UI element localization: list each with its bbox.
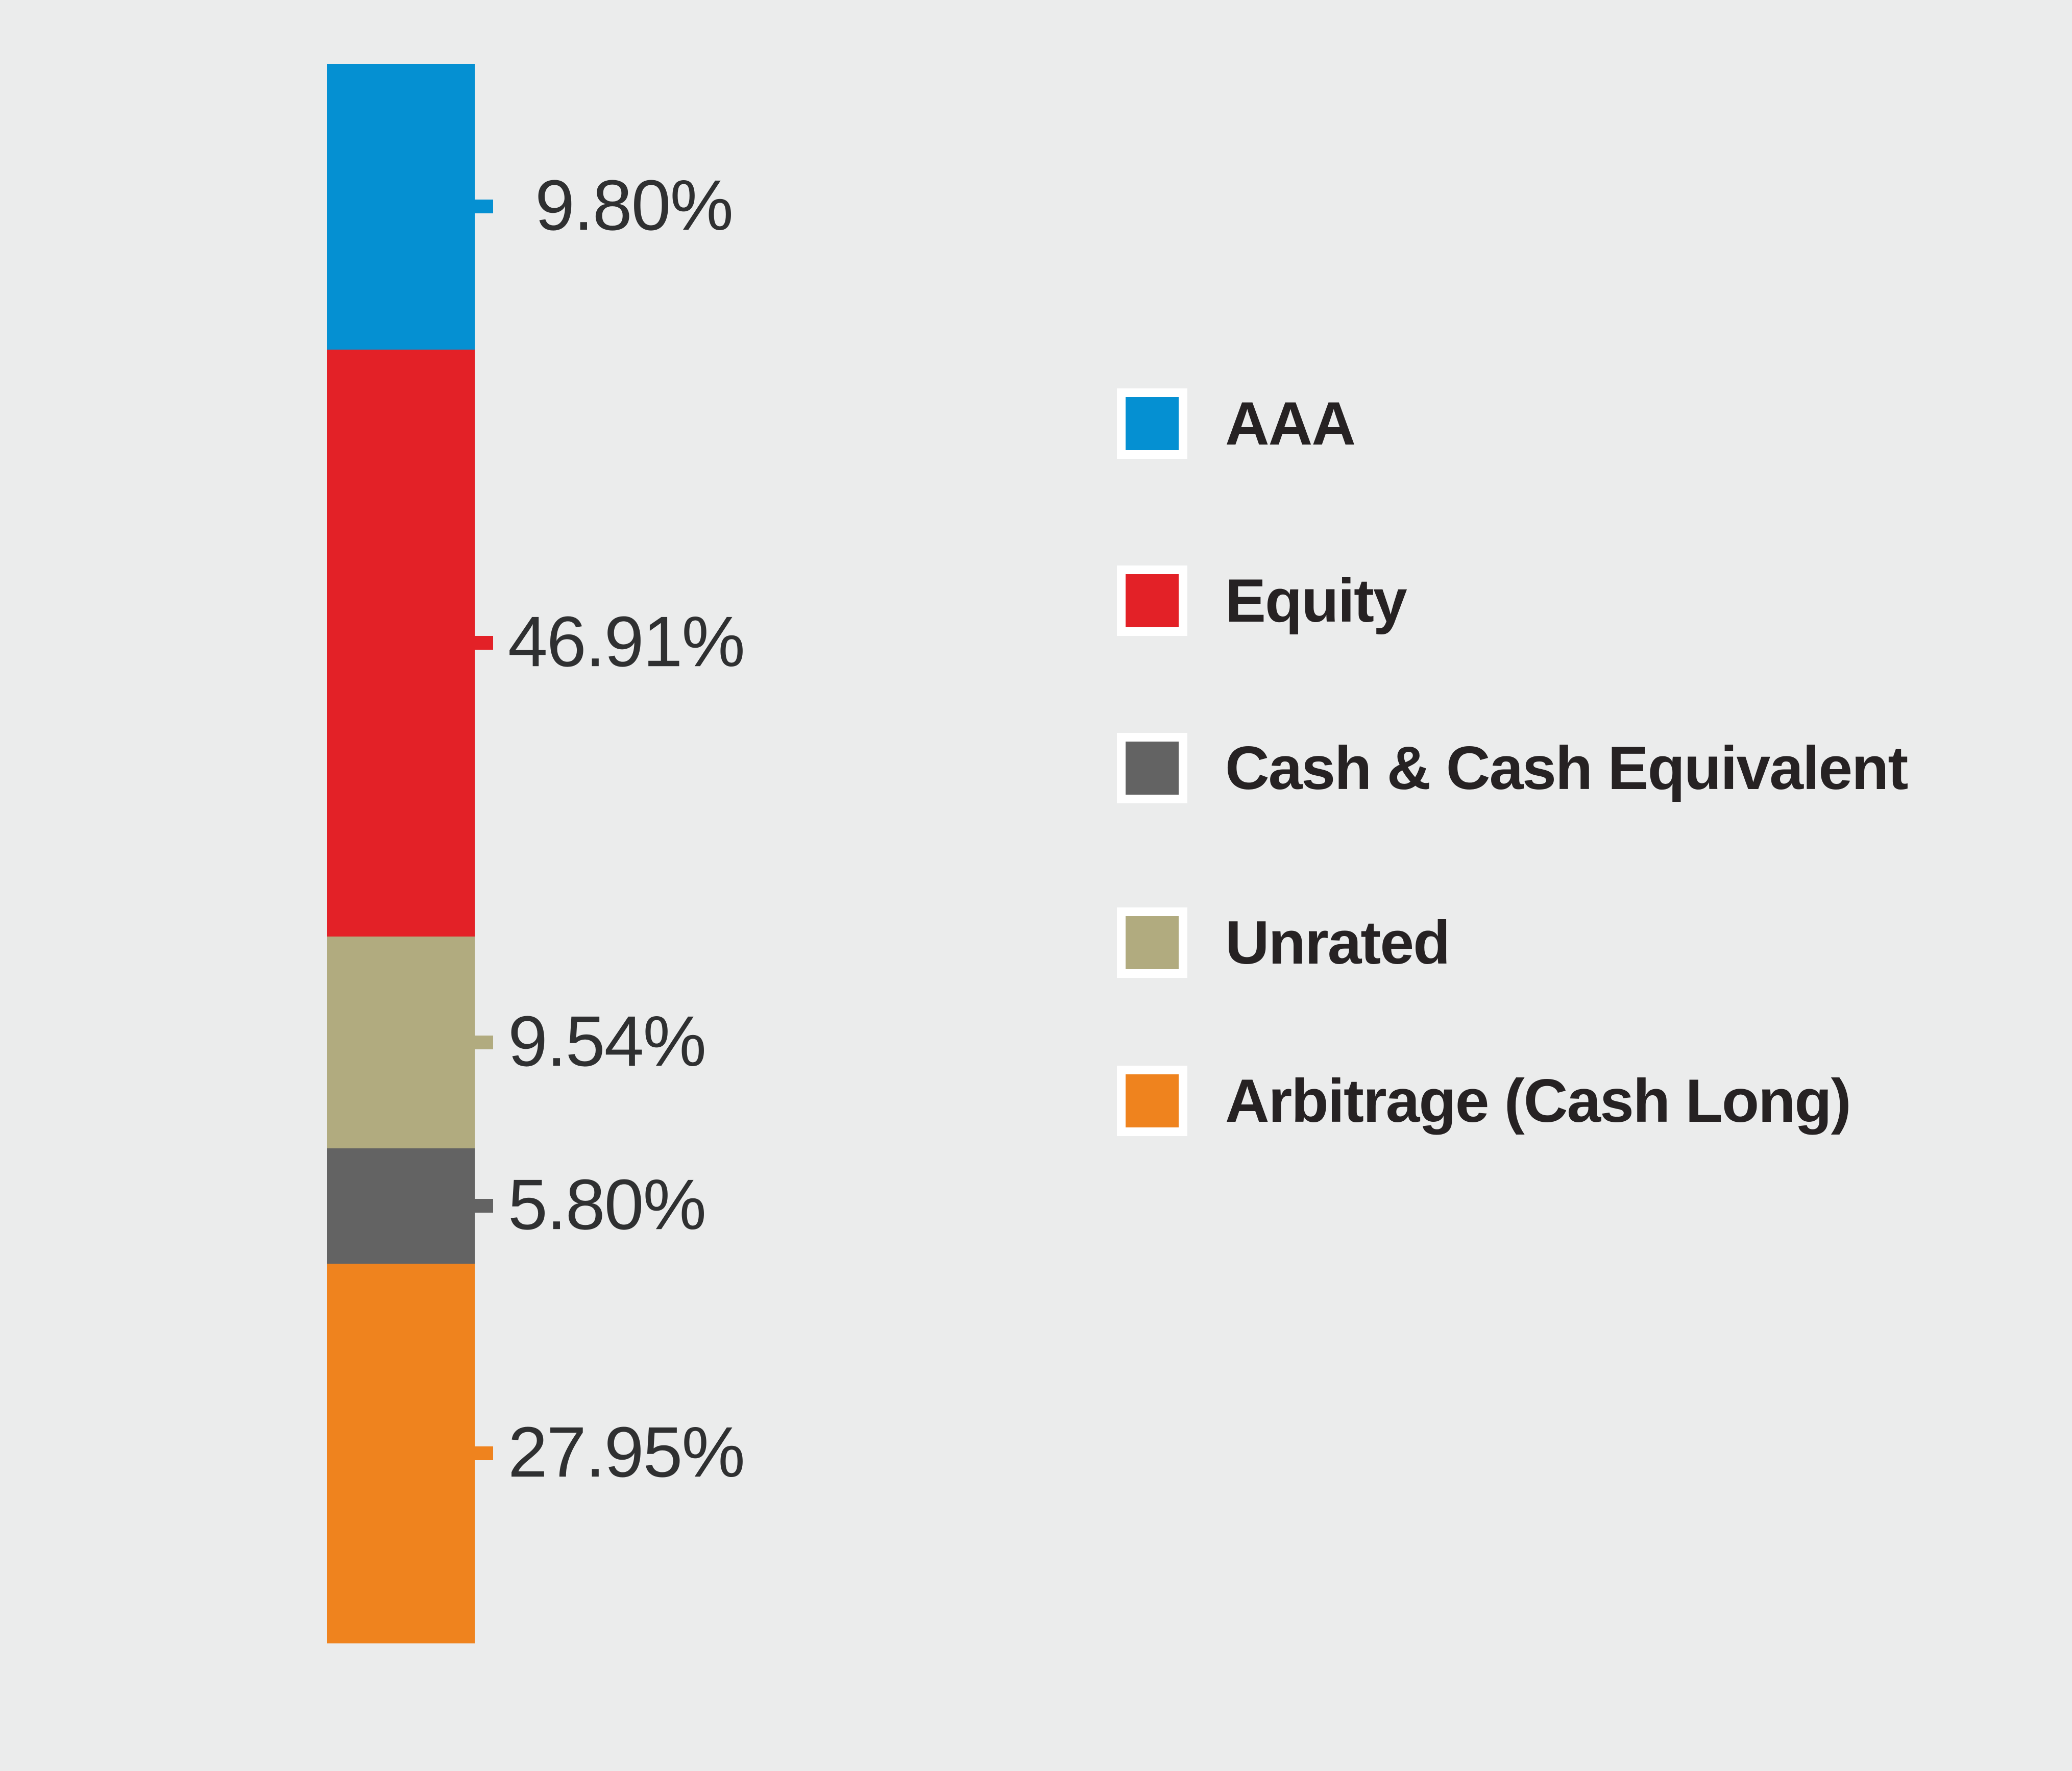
- stacked-bar: [327, 64, 475, 1643]
- legend-swatch-cash-cash-equivalent: [1117, 733, 1187, 803]
- legend-item-cash-cash-equivalent: Cash & Cash Equivalent: [1117, 733, 1908, 803]
- legend-swatch-color-unrated: [1126, 916, 1179, 969]
- legend-swatch-unrated: [1117, 907, 1187, 978]
- segment-value-label-arbitrage-cash-long: 27.95%: [508, 1412, 745, 1492]
- segment-value-label-aaa: 9.80%: [535, 165, 734, 245]
- legend-label-equity: Equity: [1225, 567, 1407, 635]
- tick-unrated: [475, 1036, 493, 1049]
- tick-cash-cash-equivalent: [475, 1199, 493, 1213]
- segment-value-label-equity: 46.91%: [508, 601, 745, 682]
- segment-value-label-cash-cash-equivalent: 5.80%: [508, 1164, 706, 1245]
- bar-segment-equity: [327, 349, 475, 937]
- legend-label-arbitrage-cash-long: Arbitrage (Cash Long): [1225, 1067, 1851, 1135]
- bar-segment-arbitrage-cash-long: [327, 1263, 475, 1643]
- legend-label-cash-cash-equivalent: Cash & Cash Equivalent: [1225, 734, 1908, 802]
- legend-swatch-color-cash-cash-equivalent: [1126, 742, 1179, 795]
- legend-item-unrated: Unrated: [1117, 907, 1450, 978]
- legend-swatch-arbitrage-cash-long: [1117, 1066, 1187, 1136]
- bar-segment-unrated: [327, 936, 475, 1148]
- legend-item-equity: Equity: [1117, 565, 1407, 636]
- legend-swatch-aaa: [1117, 388, 1187, 459]
- legend-swatch-color-arbitrage-cash-long: [1126, 1074, 1179, 1127]
- legend-swatch-equity: [1117, 565, 1187, 636]
- legend-label-unrated: Unrated: [1225, 908, 1450, 977]
- legend-swatch-color-equity: [1126, 574, 1179, 627]
- legend-label-aaa: AAA: [1225, 389, 1356, 458]
- legend-swatch-color-aaa: [1126, 397, 1179, 450]
- legend-item-aaa: AAA: [1117, 388, 1356, 459]
- tick-aaa: [475, 200, 493, 214]
- tick-arbitrage-cash-long: [475, 1446, 493, 1461]
- bar-segment-aaa: [327, 64, 475, 350]
- legend-item-arbitrage-cash-long: Arbitrage (Cash Long): [1117, 1066, 1851, 1136]
- tick-equity: [475, 636, 493, 650]
- bar-segment-cash-cash-equivalent: [327, 1148, 475, 1264]
- segment-value-label-unrated: 9.54%: [508, 1000, 706, 1081]
